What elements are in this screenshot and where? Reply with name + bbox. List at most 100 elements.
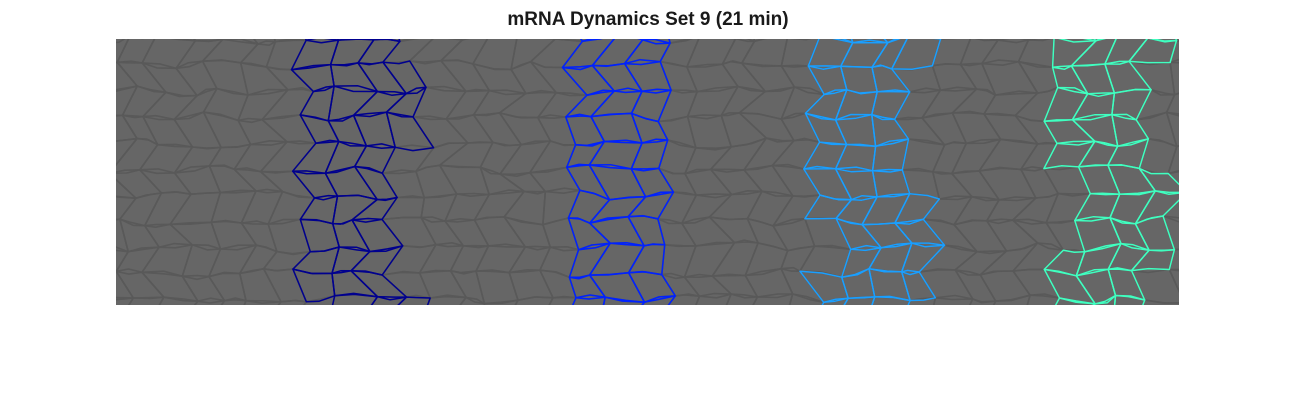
stripe-2-cell [627,243,666,276]
stripe-3-cell [900,271,937,302]
cell-outline [262,250,312,272]
cell-outline [627,243,666,276]
cell-outline [667,293,701,305]
cell-outline [1017,60,1059,94]
cell-outline [954,269,997,304]
stripe-2-cell [572,294,606,305]
cell-outline [158,296,199,305]
cell-membrane-image [116,39,1179,305]
stripe-3-cell [871,295,911,305]
cell-outline [116,61,139,92]
stripe-4-cell [1134,215,1176,252]
cell-outline [259,141,317,174]
stripe-3-cell [871,138,910,173]
cell-outline [752,293,794,305]
cell-outline [438,141,494,169]
cell-outline [683,241,736,278]
stripe-4-cell [1043,268,1096,305]
cell-outline [243,299,282,305]
cell-outline [1168,268,1179,293]
cell-outline [932,294,974,305]
cell-outline [1128,39,1178,64]
cell-outline [381,216,437,249]
stripe-1-cell [382,60,427,95]
cell-outline [740,39,788,67]
cell-outline [142,114,194,148]
cell-outline [588,196,647,224]
stripe-3-cell [839,65,878,94]
stripe-3-cell [890,39,942,70]
stripe-2-cell [565,163,611,201]
stripe-4-cell [1104,60,1152,94]
stripe-3-cell [843,296,876,305]
image-panel [116,39,1179,305]
stripe-3-cell [834,89,878,121]
stripe-1-cell [370,295,408,305]
cell-outline [802,141,848,170]
stripe-2-cell [588,196,647,224]
cell-outline [992,294,1031,305]
cell-outline [472,112,523,147]
cell-outline [931,171,973,200]
cell-outline [408,39,464,63]
cell-outline [459,296,486,305]
cell-outline [1142,299,1179,305]
cell-outline [1130,248,1176,272]
stripe-3-cell [803,141,848,170]
cell-outline [637,39,644,41]
cell-outline [514,296,554,305]
cell-outline [788,293,825,305]
cell-outline [978,138,1039,172]
cell-outline [539,246,580,279]
cell-outline [173,146,222,174]
cell-outline [237,117,288,146]
stripe-4-cell [1092,294,1117,305]
stripe-3-cell [894,192,941,224]
stripe-3-cell [894,218,946,246]
cell-outline [1138,138,1178,175]
stripe-1-cell [352,111,396,149]
cell-outline [627,215,666,247]
stripe-4-cell [1074,216,1122,253]
stripe-3-cell [803,165,853,201]
cell-outline [695,292,732,305]
stripe-2-cell [630,89,672,123]
stripe-4-cell [1113,294,1146,305]
stripe-3-cell [821,297,849,305]
cell-outline [799,270,850,304]
stripe-2-cell [630,138,669,170]
cell-outline [721,39,756,66]
stripe-1-cell [329,39,375,66]
cell-outline [684,168,733,196]
cell-outline [981,39,1030,65]
figure-title: mRNA Dynamics Set 9 (21 min) [507,9,789,30]
cell-outline [738,86,796,120]
cell-outline [116,137,159,174]
cell-outline [1104,60,1152,94]
stripe-4-cell [1130,248,1176,272]
cell-outline [901,138,946,173]
cell-outline [240,190,284,225]
stripe-4-cell [1111,88,1152,121]
cell-outline [479,141,523,175]
stripe-4-cell [1128,39,1178,64]
stripe-1-cell [351,218,404,253]
cell-outline [193,297,226,305]
cell-outline [127,296,165,305]
cell-outline [449,270,486,305]
cell-outline [303,294,336,305]
cell-outline [708,216,759,244]
stripe-2-cell [641,295,677,305]
cell-outline [1169,58,1179,96]
stripe-3-cell [871,168,911,198]
cell-outline [1051,65,1089,95]
cell-outline [277,299,308,305]
cell-outline [983,92,1039,117]
stripe-4-cell [1077,140,1119,168]
cell-outline [802,165,853,201]
cell-outline [1026,294,1061,305]
cell-outline [475,270,519,305]
cell-outline [931,141,968,175]
stripe-4-cell [1104,39,1148,65]
stripe-4-cell [1054,297,1096,305]
